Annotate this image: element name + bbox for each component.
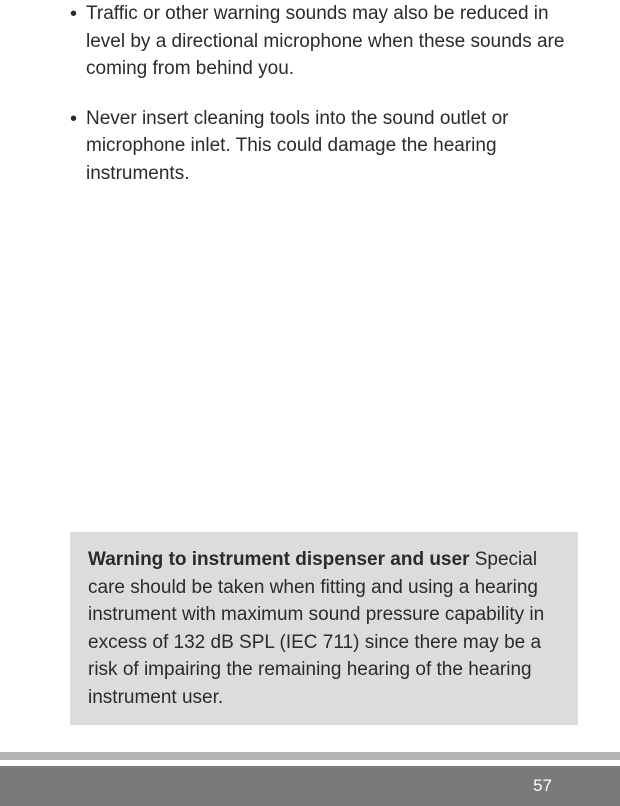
warning-title: Warning to instrument dispenser and user bbox=[88, 549, 469, 570]
bullet-text: Traffic or other warning sounds may also… bbox=[86, 0, 570, 83]
warning-box: Warning to instrument dispenser and user… bbox=[70, 532, 578, 725]
bullet-item: • Never insert cleaning tools into the s… bbox=[70, 105, 570, 188]
bullet-list: • Traffic or other warning sounds may al… bbox=[0, 0, 620, 187]
footer-bars: 57 bbox=[0, 752, 620, 806]
footer-bar-dark: 57 bbox=[0, 766, 620, 806]
footer-bar-light bbox=[0, 752, 620, 760]
bullet-marker: • bbox=[70, 0, 86, 83]
bullet-text: Never insert cleaning tools into the sou… bbox=[86, 105, 570, 188]
page-number: 57 bbox=[533, 776, 552, 796]
bullet-marker: • bbox=[70, 105, 86, 188]
warning-body: Special care should be taken when fittin… bbox=[88, 549, 544, 708]
bullet-item: • Traffic or other warning sounds may al… bbox=[70, 0, 570, 83]
